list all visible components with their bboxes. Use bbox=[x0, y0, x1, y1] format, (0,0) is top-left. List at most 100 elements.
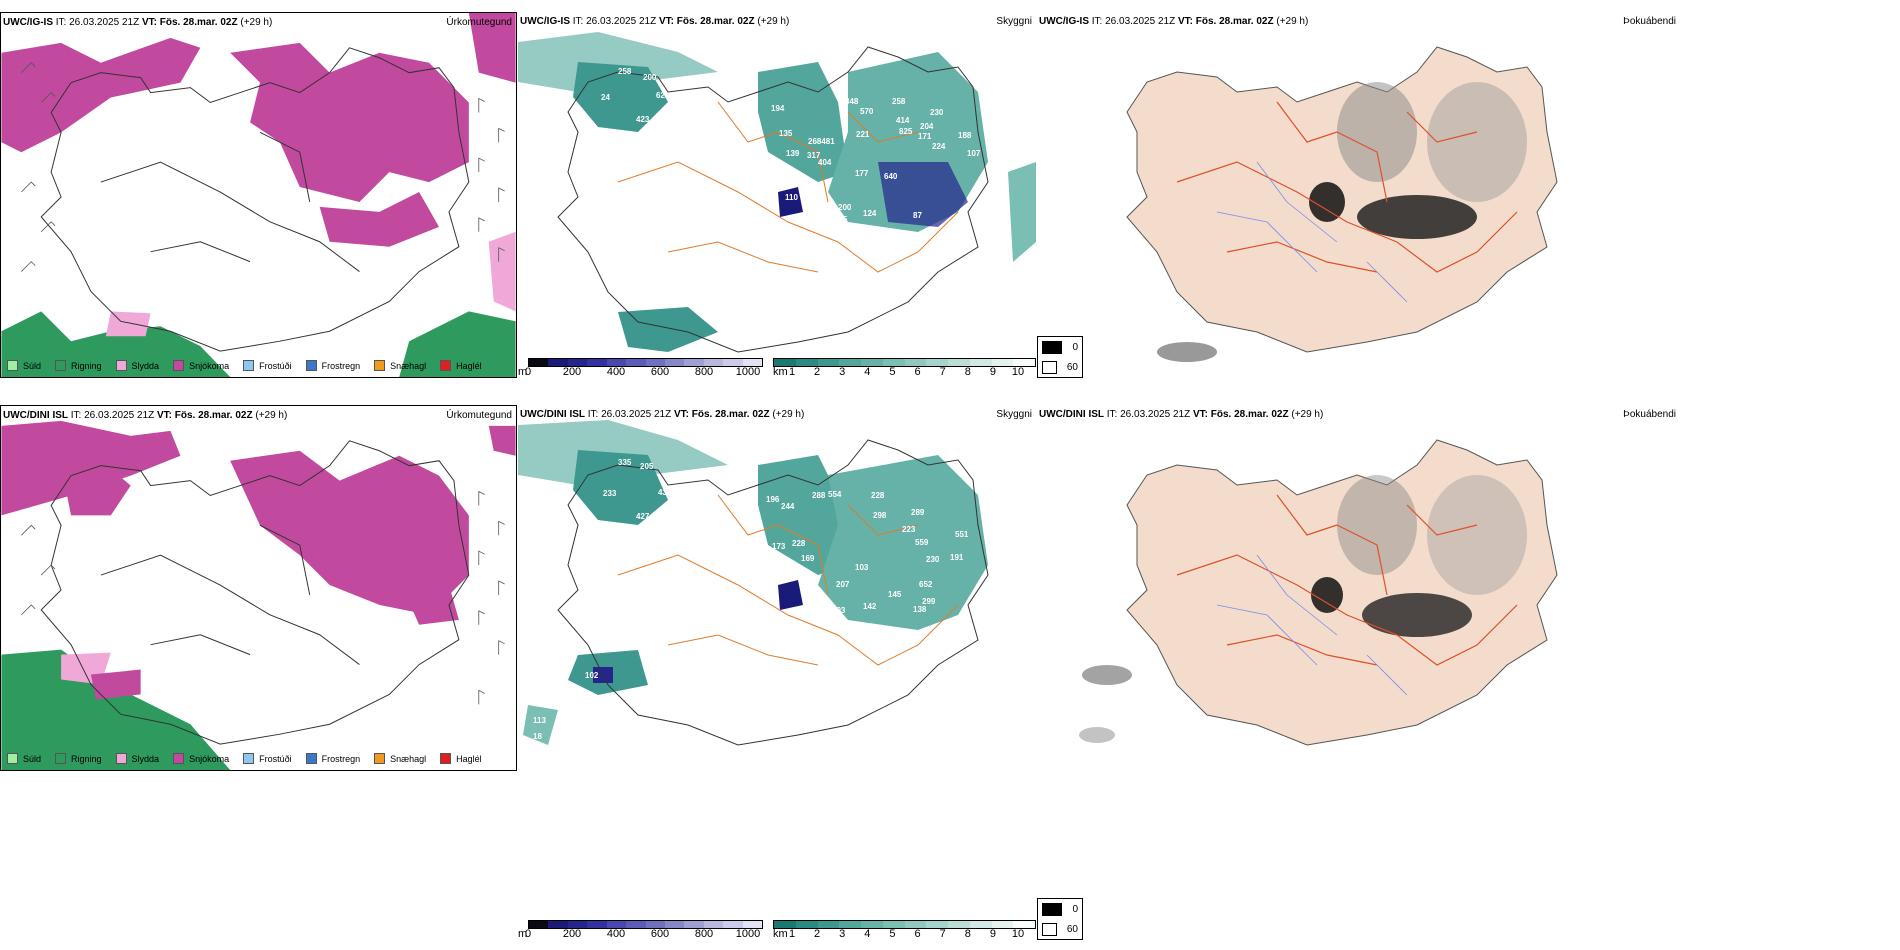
legend-item: Frostregn bbox=[305, 753, 360, 764]
colorbar-tick-label: 8 bbox=[964, 366, 971, 378]
panel-title: Úrkomutegund bbox=[446, 17, 512, 28]
cloud-label: 404 bbox=[818, 158, 832, 167]
colorbar-segment bbox=[645, 359, 665, 366]
fog-legend: 0 60 bbox=[1037, 898, 1083, 940]
panel-title: Þokuábendi bbox=[1623, 16, 1676, 27]
km-colorbar bbox=[773, 920, 1036, 929]
cloud-label: 207 bbox=[836, 580, 850, 589]
wind-barbs bbox=[21, 490, 505, 705]
cloud-map: 335 205 435 233 427 196 244 173 228 169 … bbox=[518, 420, 989, 746]
legend-swatch bbox=[305, 360, 317, 371]
panel-title: Þokuábendi bbox=[1623, 409, 1676, 420]
cloud-label: 87 bbox=[913, 211, 922, 220]
colorbar-segment bbox=[703, 359, 724, 366]
height-colorbar-labels: 0 200 400 600 800 1000 bbox=[525, 928, 760, 942]
colorbar-segment bbox=[774, 921, 796, 928]
colorbar-segment bbox=[664, 921, 685, 928]
colorbar-segment bbox=[839, 359, 861, 366]
cloud-label: 193 bbox=[832, 606, 846, 615]
colorbar-tick-label: 10 bbox=[1011, 928, 1025, 940]
colorbar-tick-label: 4 bbox=[864, 928, 871, 940]
snow-area bbox=[1, 420, 516, 625]
panel-header: UWC/IG-IS IT: 26.03.2025 21Z VT: Fös. 28… bbox=[1039, 16, 1309, 27]
colorbar-segment bbox=[684, 359, 704, 366]
colorbar-tick-label: 10 bbox=[1011, 366, 1025, 378]
colorbar-segment bbox=[548, 359, 568, 366]
cloud-field bbox=[518, 420, 988, 745]
legend-swatch bbox=[440, 360, 452, 371]
cloud-label: 298 bbox=[873, 511, 887, 520]
legend-item: Slydda bbox=[115, 360, 159, 371]
cloud-label: 414 bbox=[896, 116, 910, 125]
cloud-field bbox=[518, 32, 1036, 352]
legend-swatch bbox=[374, 360, 386, 371]
legend-swatch bbox=[440, 753, 452, 764]
cloud-label: 288 bbox=[812, 491, 826, 500]
cloud-label: 570 bbox=[860, 107, 874, 116]
iceland-outline bbox=[557, 439, 989, 746]
legend-swatch bbox=[173, 753, 185, 764]
legend-swatch bbox=[243, 360, 255, 371]
cloud-label: 289 bbox=[911, 508, 925, 517]
colorbar-tick-label: 4 bbox=[864, 366, 871, 378]
colorbar-segment bbox=[723, 921, 743, 928]
legend-item: Snæhagl bbox=[374, 753, 426, 764]
cloud-label: 102 bbox=[585, 671, 599, 680]
colorbar-segment bbox=[626, 359, 646, 366]
cloud-label: 18 bbox=[633, 348, 642, 357]
colorbar-segment bbox=[703, 921, 724, 928]
legend-swatch bbox=[243, 753, 255, 764]
colorbar-tick-label: 7 bbox=[939, 366, 946, 378]
cloud-label: 124 bbox=[863, 209, 877, 218]
fog-legend-item: 0 bbox=[1038, 337, 1082, 357]
fog-map bbox=[1126, 46, 1558, 362]
colorbar-segment bbox=[587, 359, 607, 366]
cloud-label: 230 bbox=[930, 108, 944, 117]
rain-area bbox=[1, 231, 516, 377]
colorbar-segment bbox=[529, 359, 549, 366]
legend-swatch bbox=[115, 753, 127, 764]
cloud-label: 200 bbox=[838, 203, 852, 212]
cloud-base-labels: 335 205 435 233 427 196 244 173 228 169 … bbox=[533, 458, 969, 741]
cloud-panel-top: 258 200 62 24 423 348 570 258 414 825 20… bbox=[518, 12, 1036, 378]
legend-swatch bbox=[7, 360, 18, 371]
cloud-label: 652 bbox=[919, 580, 933, 589]
colorbar-segment bbox=[817, 921, 840, 928]
colorbar-tick-label: 9 bbox=[989, 366, 996, 378]
cloud-label: 204 bbox=[920, 122, 934, 131]
river-network bbox=[1216, 161, 1408, 303]
cloud-panel-bottom: 335 205 435 233 427 196 244 173 228 169 … bbox=[518, 405, 1036, 771]
colorbar-segment bbox=[969, 921, 992, 928]
colorbar-segment bbox=[626, 921, 646, 928]
colorbar-tick-label: 2 bbox=[814, 366, 821, 378]
legend-item: Frostúði bbox=[243, 753, 292, 764]
precip-legend: Súld Rigning Slydda Snjókoma Frostúði Fr… bbox=[7, 753, 482, 764]
legend-item: Snjókoma bbox=[173, 753, 229, 764]
fog-legend-swatch bbox=[1042, 922, 1057, 936]
cloud-label: 110 bbox=[785, 193, 798, 202]
cloud-label: 559 bbox=[915, 538, 929, 547]
colorbar-tick-label: 800 bbox=[694, 928, 714, 940]
colorbar-segment bbox=[664, 359, 685, 366]
colorbar-tick-label: 7 bbox=[939, 928, 946, 940]
panel-header: UWC/IG-IS IT: 26.03.2025 21Z VT: Fös. 28… bbox=[520, 16, 790, 27]
colorbar-tick-label: 6 bbox=[914, 366, 921, 378]
colorbar-segment bbox=[904, 921, 927, 928]
road-network bbox=[1176, 101, 1518, 273]
colorbar-segment bbox=[1013, 921, 1035, 928]
colorbar-segment bbox=[926, 359, 948, 366]
cloud-label: 200 bbox=[643, 73, 657, 82]
colorbar-segment bbox=[861, 921, 883, 928]
cloud-label: 205 bbox=[640, 462, 654, 471]
cloud-label: 317 bbox=[807, 151, 821, 160]
legend-item: Snæhagl bbox=[374, 360, 426, 371]
colorbar-tick-label: 400 bbox=[606, 928, 626, 940]
fog-panel-top: UWC/IG-IS IT: 26.03.2025 21Z VT: Fös. 28… bbox=[1037, 12, 1900, 378]
cloud-label: 113 bbox=[533, 716, 546, 725]
colorbar-segment bbox=[587, 921, 607, 928]
colorbar-segment bbox=[795, 359, 818, 366]
cloud-map: 258 200 62 24 423 348 570 258 414 825 20… bbox=[518, 32, 1036, 357]
colorbar-segment bbox=[606, 359, 627, 366]
fog-legend-item: 0 bbox=[1038, 899, 1082, 919]
cloud-label: 233 bbox=[603, 489, 617, 498]
